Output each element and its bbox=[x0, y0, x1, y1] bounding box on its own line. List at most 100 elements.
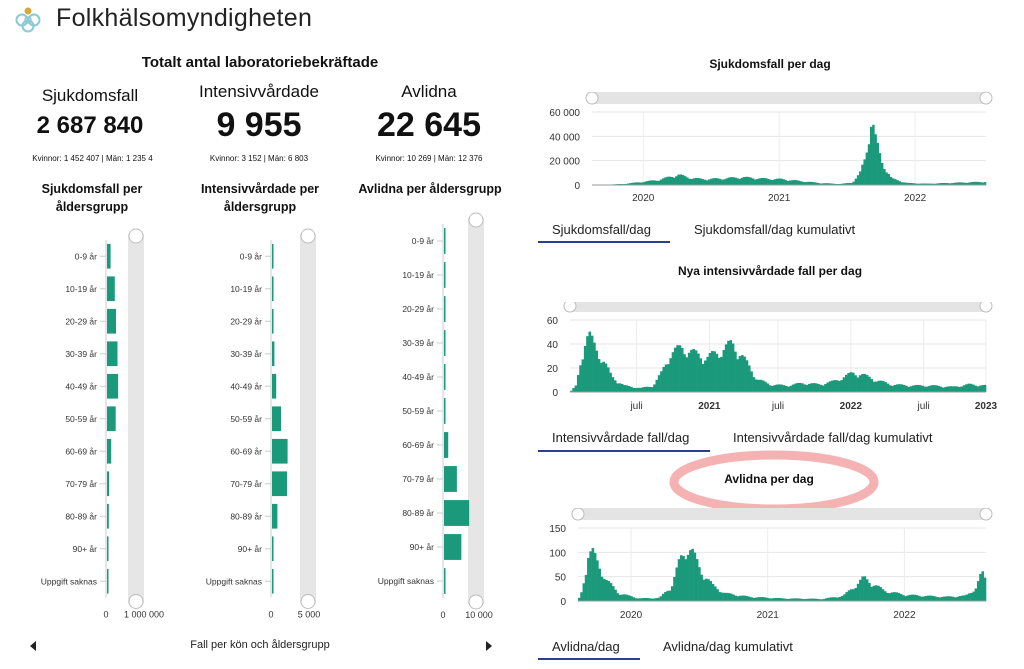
daily-bar bbox=[957, 182, 961, 185]
daily-bar bbox=[963, 595, 966, 601]
summary-title: Totalt antal laboratoriebekräftade bbox=[141, 54, 379, 71]
daily-bar bbox=[801, 383, 804, 392]
daily-bar bbox=[884, 382, 887, 392]
daily-bar bbox=[712, 178, 715, 185]
age-axis-tick-label: 0 bbox=[268, 610, 273, 620]
site-title[interactable]: Folkhälsomyndigheten bbox=[56, 4, 313, 32]
y-tick-label: 20 bbox=[547, 364, 559, 375]
daily-bar bbox=[725, 178, 729, 185]
age-scrollbar-track[interactable] bbox=[468, 218, 484, 604]
daily-bar bbox=[751, 178, 755, 185]
daily-bar bbox=[848, 182, 851, 185]
daily-bar bbox=[743, 177, 746, 185]
daily-bar bbox=[639, 598, 642, 601]
daily-bar bbox=[808, 383, 811, 392]
scroll-handle-bottom-icon[interactable] bbox=[300, 594, 316, 609]
age-bar bbox=[444, 534, 462, 560]
daily-bar bbox=[754, 597, 758, 601]
tab-cases-cumulative[interactable]: Sjukdomsfall/dag kumulativt bbox=[694, 222, 856, 237]
age-group-label: 50-59 år bbox=[402, 406, 434, 416]
tab-icu-cumulative[interactable]: Intensivvårdade fall/dag kumulativt bbox=[733, 430, 933, 445]
y-tick-label: 60 bbox=[547, 316, 559, 327]
daily-bar bbox=[976, 386, 980, 392]
tab-deaths-cumulative[interactable]: Avlidna/dag kumulativt bbox=[663, 639, 793, 654]
range-handle-right-icon[interactable] bbox=[979, 302, 993, 313]
scroll-handle-bottom-icon[interactable] bbox=[128, 594, 144, 609]
daily-bar bbox=[683, 176, 687, 185]
arrow-right-icon[interactable] bbox=[484, 640, 494, 652]
daily-bar bbox=[795, 180, 799, 185]
age-chart-icu: 0-9 år 10-19 år 20-29 år 30-39 år 40-49 år 50… bbox=[206, 228, 320, 620]
daily-bar bbox=[695, 559, 699, 601]
range-handle-right-icon[interactable] bbox=[979, 508, 993, 521]
footer-label: Fall per kön och åldersgrupp bbox=[190, 639, 330, 651]
daily-chart-deaths: 0 50 100 150 2020 2021 2022 bbox=[549, 508, 993, 621]
tab-deaths-daily[interactable]: Avlidna/dag bbox=[552, 639, 620, 654]
daily-bar bbox=[750, 597, 753, 601]
range-handle-right-icon[interactable] bbox=[979, 92, 993, 105]
age-group-label: 10-19 år bbox=[230, 284, 262, 294]
daily-bar bbox=[965, 594, 969, 601]
daily-bar bbox=[745, 176, 748, 185]
range-scrollbar[interactable] bbox=[566, 302, 990, 312]
scroll-handle-top-icon[interactable] bbox=[300, 228, 316, 244]
daily-bar bbox=[899, 594, 903, 601]
daily-bar bbox=[606, 367, 610, 392]
scroll-handle-top-icon[interactable] bbox=[468, 212, 484, 228]
daily-bar bbox=[902, 384, 906, 392]
header: Folkhälsomyndigheten bbox=[0, 0, 1024, 40]
arrow-left-icon[interactable] bbox=[28, 640, 38, 652]
daily-bar bbox=[766, 597, 769, 601]
daily-bar bbox=[946, 386, 950, 392]
range-handle-left-icon[interactable] bbox=[563, 302, 577, 313]
age-bar bbox=[444, 500, 470, 526]
range-handle-left-icon[interactable] bbox=[585, 92, 599, 105]
daily-bar bbox=[868, 583, 871, 601]
age-group-label: 90+ år bbox=[73, 544, 98, 554]
daily-bar bbox=[893, 385, 897, 392]
age-group-label: 60-69 år bbox=[65, 446, 97, 456]
age-group-label: 0-9 år bbox=[412, 236, 434, 246]
age-group-label: 40-49 år bbox=[402, 372, 434, 382]
scroll-handle-bottom-icon[interactable] bbox=[468, 594, 484, 610]
daily-bar bbox=[972, 591, 975, 601]
daily-bar bbox=[653, 384, 656, 392]
daily-bar bbox=[813, 598, 817, 601]
daily-bar bbox=[738, 356, 742, 392]
daily-bar bbox=[725, 592, 728, 601]
age-scrollbar-track[interactable] bbox=[300, 234, 316, 604]
age-bar bbox=[444, 364, 446, 390]
daily-bar bbox=[948, 183, 952, 185]
daily-bar bbox=[898, 384, 901, 392]
daily-bar bbox=[587, 557, 590, 601]
tab-icu-daily[interactable]: Intensivvårdade fall/dag bbox=[552, 430, 690, 445]
tab-cases-daily[interactable]: Sjukdomsfall/dag bbox=[552, 222, 651, 237]
daily-bar bbox=[736, 596, 740, 601]
age-scrollbar-track[interactable] bbox=[128, 234, 144, 604]
daily-bar bbox=[923, 386, 927, 392]
daily-bar bbox=[969, 383, 973, 392]
range-handle-left-icon[interactable] bbox=[571, 508, 585, 521]
range-scrollbar[interactable] bbox=[588, 92, 990, 104]
daily-bar bbox=[907, 182, 910, 185]
daily-bar bbox=[958, 596, 962, 601]
daily-bar bbox=[595, 350, 599, 392]
tab-cases-daily-underline bbox=[538, 241, 670, 243]
daily-bar bbox=[891, 385, 894, 392]
daily-bar bbox=[893, 592, 896, 601]
age-bar bbox=[107, 471, 110, 497]
daily-bar bbox=[937, 183, 941, 185]
daily-bar bbox=[802, 599, 805, 601]
flower-logo-icon[interactable] bbox=[13, 5, 43, 35]
daily-bar bbox=[743, 595, 747, 601]
daily-bar bbox=[588, 331, 592, 392]
daily-bar bbox=[918, 385, 922, 392]
daily-bar bbox=[907, 386, 911, 392]
daily-bar bbox=[918, 595, 921, 601]
x-tick-label: 2023 bbox=[975, 401, 998, 412]
daily-bar bbox=[680, 555, 683, 601]
scroll-handle-top-icon[interactable] bbox=[128, 228, 144, 244]
daily-bar bbox=[806, 181, 809, 185]
daily-bar bbox=[715, 353, 719, 392]
range-scrollbar[interactable] bbox=[574, 508, 990, 520]
